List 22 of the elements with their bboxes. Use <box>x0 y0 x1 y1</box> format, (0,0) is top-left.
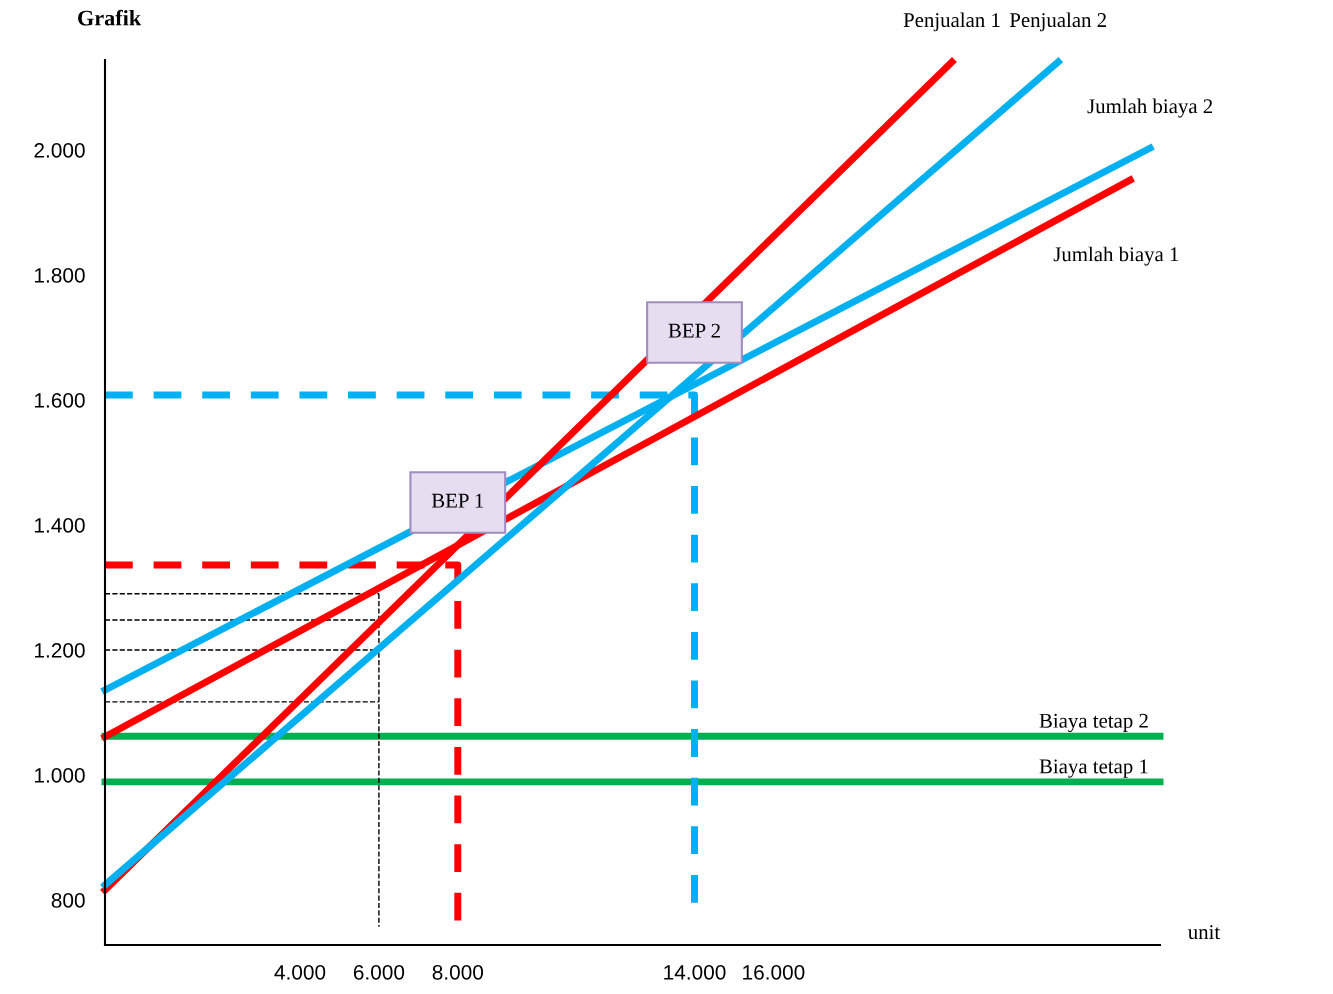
series-label: Jumlah biaya 1 <box>1053 246 1179 266</box>
y-tick-label: 1.000 <box>35 768 85 783</box>
y-tick-label: 1.800 <box>35 268 85 283</box>
x-axis-title: unit <box>1188 925 1221 940</box>
y-tick-label: 2.000 <box>34 143 85 158</box>
x-tick-label: 14.000 <box>664 964 726 980</box>
annotation: BEP 1 <box>431 493 484 508</box>
x-tick-label: 6.000 <box>353 964 405 980</box>
y-tick-label: 1.200 <box>35 643 85 658</box>
x-tick-label: 16.000 <box>743 964 805 980</box>
series-label: Biaya tetap 2 <box>1039 713 1148 733</box>
series-label: Jumlah biaya 2 <box>1087 98 1213 118</box>
y-tick-label: 1.600 <box>35 393 85 408</box>
y-tick-label: 800 <box>51 893 85 908</box>
series-label: Penjualan 1 <box>903 12 1000 32</box>
series-label: Penjualan 2 <box>1009 12 1106 32</box>
x-tick-label: 8.000 <box>432 964 484 980</box>
annotation: BEP 2 <box>668 323 720 338</box>
x-tick-label: 4.000 <box>274 964 326 980</box>
y-tick-label: 1.400 <box>35 518 85 533</box>
chart-title: Grafik <box>78 9 142 26</box>
series-label: Biaya tetap 1 <box>1039 759 1148 778</box>
